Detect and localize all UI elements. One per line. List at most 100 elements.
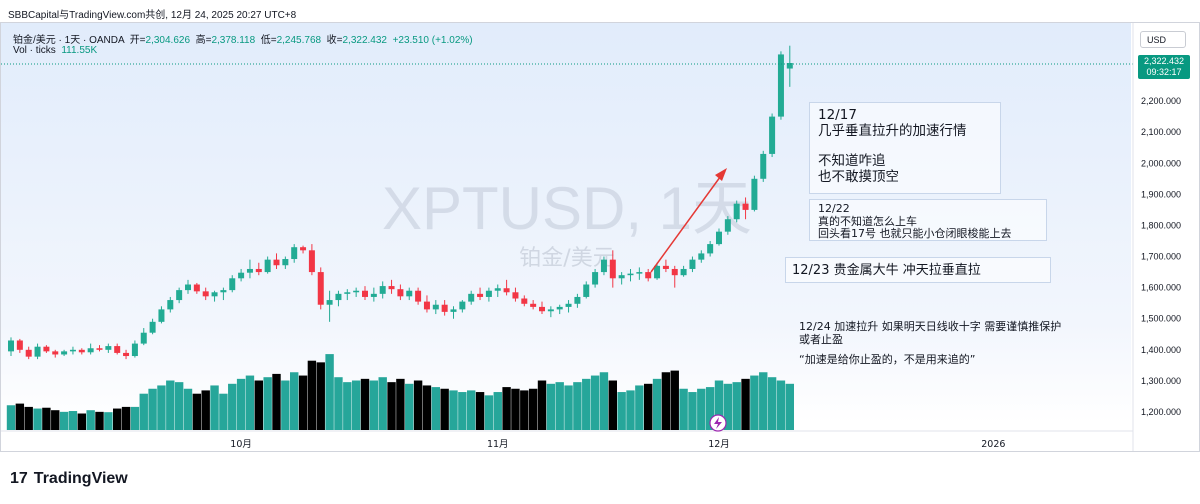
volume-bar — [573, 382, 582, 430]
volume-bar — [785, 383, 794, 430]
volume-bar — [413, 380, 423, 430]
candle-body — [353, 290, 360, 293]
annotation-1217-date: 12/17 — [818, 107, 857, 123]
candle-body — [16, 340, 23, 350]
candle-body — [459, 301, 466, 310]
volume-bar — [555, 382, 564, 430]
volume-bar — [166, 380, 175, 430]
candle-body — [724, 219, 731, 232]
candle-body — [512, 292, 519, 299]
volume-bar — [316, 362, 325, 430]
last-price-tag: 2,322.432 09:32:17 — [1138, 55, 1190, 79]
y-tick-label: 2,100.000 — [1141, 127, 1181, 137]
volume-bar — [139, 393, 148, 430]
candle-body — [432, 304, 439, 310]
candle-body — [140, 332, 147, 344]
candle-body — [397, 289, 404, 297]
volume-bar — [378, 377, 387, 430]
candle-body — [291, 247, 298, 260]
volume-bar — [458, 392, 467, 430]
annotation-1224-quote: “加速是给你止盈的，不是用来追的” — [799, 353, 976, 366]
watermark-name: 铂金/美元 — [519, 246, 614, 271]
volume-bar — [750, 375, 759, 430]
candle-body — [733, 203, 740, 220]
volume-bar — [95, 411, 104, 430]
candle-body — [202, 291, 209, 297]
close-label: 收= — [326, 35, 343, 46]
volume-bar — [298, 375, 308, 430]
candle-body — [565, 303, 572, 307]
volume-bar — [130, 406, 140, 430]
annotation-1224[interactable]: 12/24 加速拉升 如果明天日线收十字 需要谨慎推保护 或者止盈 “加速是给你… — [799, 320, 1061, 367]
volume-bar — [767, 377, 777, 430]
annotation-1223[interactable]: 12/23 贵金属大牛 冲天拉垂直拉 — [785, 257, 1051, 283]
annotation-1217[interactable]: 12/17 几乎垂直拉升的加速行情 不知道咋追 也不敢摸顶空 — [809, 102, 1001, 194]
volume-bar — [475, 392, 485, 430]
volume-bar — [396, 378, 405, 430]
volume-bar — [15, 403, 25, 430]
candle-body — [388, 286, 395, 290]
volume-bar — [528, 388, 538, 430]
candle-body — [282, 259, 289, 266]
volume-bar — [174, 382, 184, 430]
candle-body — [185, 284, 191, 291]
candle-body — [96, 348, 103, 350]
candle-body — [34, 346, 41, 357]
volume-bar — [502, 387, 511, 430]
candle-body — [69, 349, 76, 352]
volume-bar — [732, 382, 741, 430]
candle-body — [123, 352, 130, 357]
volume-bar — [387, 382, 396, 430]
open-value: 2,304.626 — [145, 35, 191, 46]
candle-body — [450, 309, 457, 312]
candle-body — [698, 253, 705, 260]
candle-body — [441, 304, 448, 312]
volume-bar — [343, 382, 352, 430]
currency-selector[interactable]: USD — [1140, 31, 1186, 48]
tradingview-brand[interactable]: 17 TradingView — [10, 470, 128, 488]
volume-bar — [652, 378, 662, 430]
volume-bar — [608, 380, 617, 430]
volume-bar — [467, 390, 476, 430]
volume-bar — [537, 380, 547, 430]
candle-body — [87, 348, 94, 353]
y-tick-label: 1,900.000 — [1141, 189, 1181, 199]
volume-bar — [210, 385, 219, 430]
volume-bar — [644, 383, 653, 430]
volume-bar — [6, 405, 16, 430]
candle-body — [521, 298, 528, 304]
lightning-icon[interactable] — [709, 414, 727, 432]
annotation-1222[interactable]: 12/22 真的不知道怎么上车 回头看17号 也就只能小仓闭眼梭能上去 — [809, 199, 1047, 241]
bar-countdown: 09:32:17 — [1146, 67, 1182, 77]
candle-body — [618, 275, 625, 279]
candle-body — [539, 306, 545, 312]
volume-bar — [688, 392, 697, 430]
candle-body — [344, 292, 351, 294]
volume-bar — [590, 375, 600, 430]
candle-body — [636, 272, 643, 274]
chart-frame[interactable]: XPTUSD, 1天 铂金/美元 1,200.000 1,300.000 1,400… — [0, 22, 1200, 452]
volume-bar — [254, 380, 263, 430]
volume-bar — [157, 385, 166, 430]
y-tick-label: 1,700.000 — [1141, 252, 1181, 262]
volume-bar — [219, 393, 228, 430]
candle-body — [609, 259, 616, 279]
open-label: 开= — [129, 35, 146, 46]
candle-body — [335, 293, 342, 301]
volume-bar — [68, 411, 78, 430]
y-tick-label: 1,500.000 — [1141, 314, 1181, 324]
candle-body — [370, 293, 377, 297]
y-tick-label: 1,400.000 — [1141, 345, 1181, 355]
volume-bar — [405, 383, 414, 430]
candle-body — [220, 290, 227, 293]
volume-bar — [520, 390, 529, 430]
volume-bar — [635, 385, 644, 430]
volume-layer — [6, 354, 794, 431]
candle-body — [530, 303, 537, 307]
candle-body — [43, 346, 50, 352]
candle-body — [654, 265, 661, 279]
candle-body — [308, 250, 315, 273]
volume-bar — [183, 388, 193, 430]
volume-bar — [679, 388, 688, 430]
volume-bar — [697, 388, 706, 430]
